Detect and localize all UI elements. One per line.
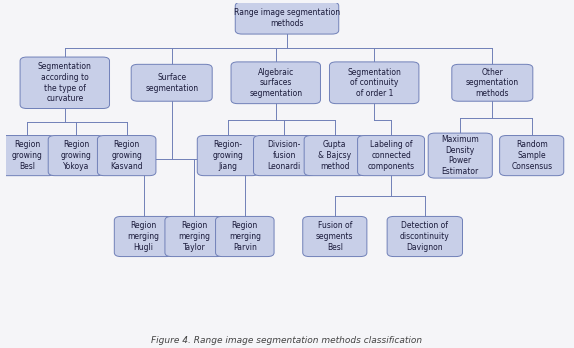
Text: Segmentation
of continuity
of order 1: Segmentation of continuity of order 1 (347, 68, 401, 98)
FancyBboxPatch shape (304, 135, 366, 176)
Text: Figure 4. Range image segmentation methods classification: Figure 4. Range image segmentation metho… (152, 335, 422, 345)
FancyBboxPatch shape (197, 135, 259, 176)
Text: Detection of
discontinuity
Davignon: Detection of discontinuity Davignon (400, 221, 449, 252)
FancyBboxPatch shape (48, 135, 104, 176)
FancyBboxPatch shape (20, 57, 110, 109)
Text: Other
segmentation
methods: Other segmentation methods (466, 68, 519, 98)
Text: Region
merging
Hugli: Region merging Hugli (127, 221, 160, 252)
FancyBboxPatch shape (254, 135, 315, 176)
Text: Region
growing
Kasvand: Region growing Kasvand (110, 140, 143, 171)
Text: Range image segmentation
methods: Range image segmentation methods (234, 8, 340, 28)
FancyBboxPatch shape (387, 216, 463, 256)
Text: Division-
fusion
Leonardi: Division- fusion Leonardi (267, 140, 301, 171)
FancyBboxPatch shape (428, 133, 492, 178)
Text: Fusion of
segments
Besl: Fusion of segments Besl (316, 221, 354, 252)
FancyBboxPatch shape (499, 135, 564, 176)
Text: Region-
growing
Jiang: Region- growing Jiang (212, 140, 243, 171)
Text: Region
merging
Taylor: Region merging Taylor (178, 221, 210, 252)
Text: Maximum
Density
Power
Estimator: Maximum Density Power Estimator (441, 135, 479, 176)
FancyBboxPatch shape (216, 216, 274, 256)
Text: Segmentation
according to
the type of
curvature: Segmentation according to the type of cu… (38, 62, 92, 103)
FancyBboxPatch shape (235, 2, 339, 34)
Text: Surface
segmentation: Surface segmentation (145, 73, 198, 93)
Text: Algebraic
surfaces
segmentation: Algebraic surfaces segmentation (249, 68, 302, 98)
Text: Region
growing
Besl: Region growing Besl (11, 140, 42, 171)
FancyBboxPatch shape (114, 216, 173, 256)
FancyBboxPatch shape (452, 64, 533, 101)
FancyBboxPatch shape (358, 135, 425, 176)
FancyBboxPatch shape (231, 62, 320, 104)
Text: Labeling of
connected
components: Labeling of connected components (367, 140, 414, 171)
Text: Gupta
& Bajcsy
method: Gupta & Bajcsy method (318, 140, 351, 171)
FancyBboxPatch shape (329, 62, 419, 104)
Text: Random
Sample
Consensus: Random Sample Consensus (511, 140, 552, 171)
FancyBboxPatch shape (131, 64, 212, 101)
FancyBboxPatch shape (0, 135, 55, 176)
FancyBboxPatch shape (165, 216, 223, 256)
FancyBboxPatch shape (98, 135, 156, 176)
FancyBboxPatch shape (302, 216, 367, 256)
Text: Region
merging
Parvin: Region merging Parvin (229, 221, 261, 252)
Text: Region
growing
Yokoya: Region growing Yokoya (61, 140, 91, 171)
